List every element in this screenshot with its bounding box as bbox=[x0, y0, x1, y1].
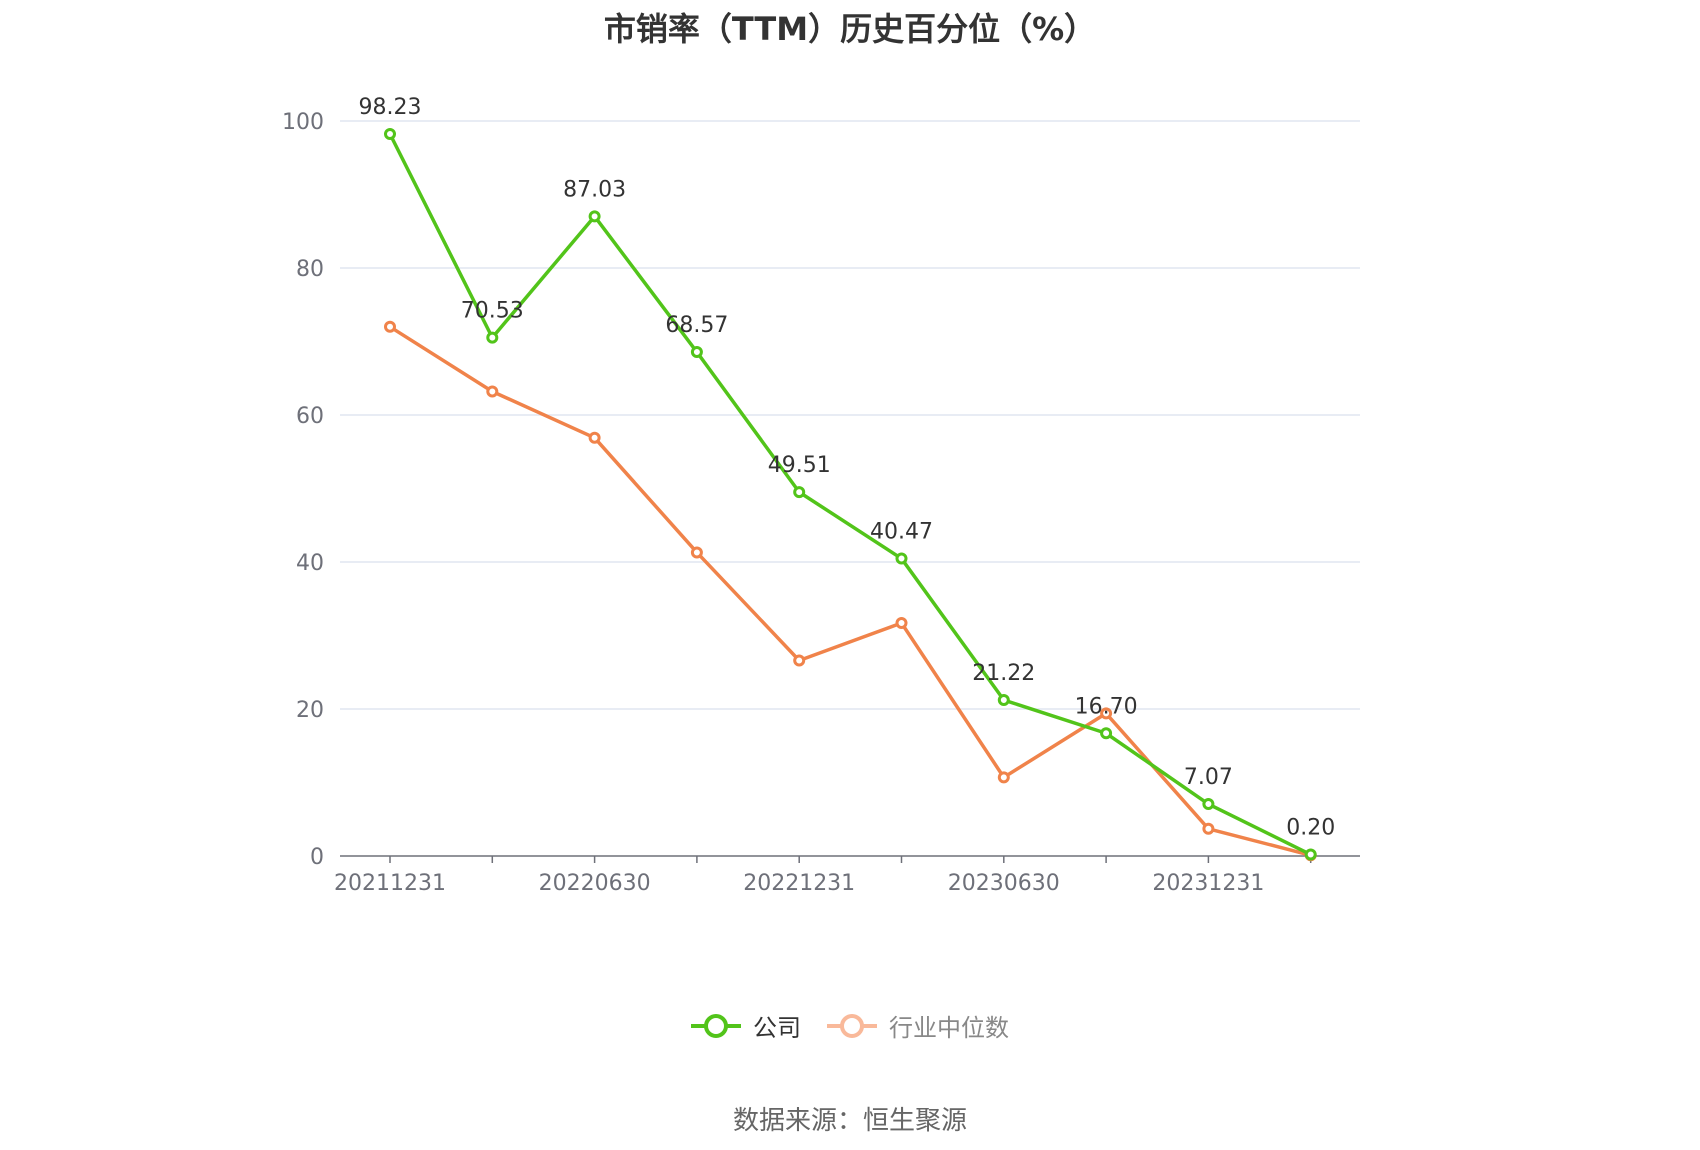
data-label: 98.23 bbox=[359, 95, 422, 120]
legend-label-industry: 行业中位数 bbox=[889, 1014, 1009, 1042]
data-point[interactable] bbox=[793, 654, 806, 667]
data-point[interactable] bbox=[486, 385, 499, 398]
data-label: 49.51 bbox=[768, 453, 831, 478]
series-lines bbox=[384, 128, 1317, 862]
grid-lines bbox=[340, 120, 1360, 710]
legend-swatch-company bbox=[691, 1013, 741, 1038]
y-tick-label: 20 bbox=[296, 698, 324, 723]
data-point[interactable] bbox=[384, 128, 396, 141]
data-label: 7.07 bbox=[1184, 765, 1233, 790]
x-tick-label: 20230630 bbox=[948, 871, 1060, 896]
data-point[interactable] bbox=[997, 771, 1010, 784]
data-point[interactable] bbox=[997, 694, 1010, 707]
data-point[interactable] bbox=[588, 431, 601, 444]
legend: 公司 行业中位数 bbox=[0, 1008, 1700, 1043]
legend-item-industry[interactable]: 行业中位数 bbox=[827, 1008, 1009, 1043]
data-label: 87.03 bbox=[563, 177, 626, 202]
y-tick-label: 100 bbox=[282, 110, 324, 135]
data-label: 21.22 bbox=[972, 661, 1035, 686]
x-tick-label: 20220630 bbox=[539, 871, 651, 896]
data-label: 70.53 bbox=[461, 299, 524, 324]
data-point[interactable] bbox=[1304, 848, 1317, 861]
data-point[interactable] bbox=[1100, 707, 1113, 720]
data-point[interactable] bbox=[588, 210, 601, 223]
data-point[interactable] bbox=[384, 320, 396, 333]
x-tick-label: 20231231 bbox=[1152, 871, 1264, 896]
data-label: 0.20 bbox=[1286, 816, 1335, 841]
y-tick-label: 0 bbox=[310, 845, 324, 870]
data-point[interactable] bbox=[1202, 822, 1215, 835]
data-source-note: 数据来源：恒生聚源 bbox=[732, 1106, 967, 1136]
data-point[interactable] bbox=[690, 346, 703, 359]
y-tick-label: 40 bbox=[296, 551, 324, 576]
data-point[interactable] bbox=[895, 552, 908, 565]
data-labels: 98.23 70.53 87.03 68.57 49.51 40.47 21.22 16.70… bbox=[359, 95, 1336, 841]
x-tick-label: 20211231 bbox=[334, 871, 446, 896]
data-point[interactable] bbox=[793, 486, 806, 499]
series-line-industry bbox=[389, 325, 1312, 857]
chart-title: 市销率（TTM）历史百分位（%） bbox=[603, 10, 1097, 48]
data-point[interactable] bbox=[895, 617, 908, 630]
data-label: 40.47 bbox=[870, 520, 933, 545]
data-point[interactable] bbox=[1100, 727, 1113, 740]
legend-item-company[interactable]: 公司 bbox=[691, 1008, 801, 1043]
data-label: 68.57 bbox=[665, 313, 728, 338]
data-point[interactable] bbox=[690, 546, 703, 559]
series-line-company bbox=[388, 133, 1312, 857]
x-tick-label: 20221231 bbox=[743, 871, 855, 896]
y-tick-label: 80 bbox=[296, 257, 324, 282]
data-point[interactable] bbox=[1202, 798, 1215, 811]
legend-swatch-industry bbox=[827, 1013, 877, 1038]
legend-label-company: 公司 bbox=[753, 1014, 801, 1042]
y-tick-label: 60 bbox=[296, 404, 324, 429]
data-label: 16.70 bbox=[1075, 694, 1138, 719]
data-point[interactable] bbox=[486, 331, 499, 344]
axes: 0 20 40 60 80 100 20211231 20220630 20221231 2023… bbox=[282, 110, 1360, 896]
